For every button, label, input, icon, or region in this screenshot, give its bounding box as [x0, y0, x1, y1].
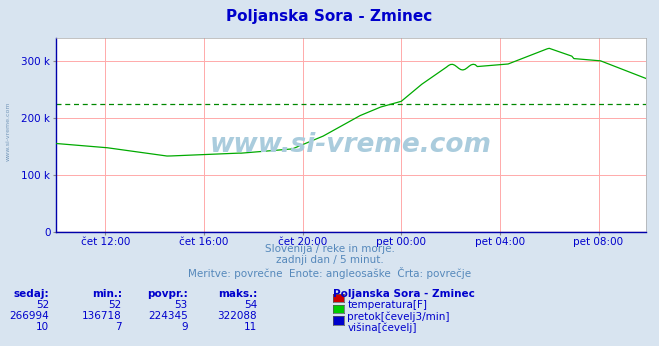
Text: www.si-vreme.com: www.si-vreme.com	[210, 131, 492, 158]
Text: maks.:: maks.:	[217, 289, 257, 299]
Text: sedaj:: sedaj:	[14, 289, 49, 299]
Text: 136718: 136718	[82, 311, 122, 321]
Text: 52: 52	[109, 300, 122, 310]
Text: 54: 54	[244, 300, 257, 310]
Text: Poljanska Sora - Zminec: Poljanska Sora - Zminec	[333, 289, 474, 299]
Text: temperatura[F]: temperatura[F]	[347, 300, 427, 310]
Text: pretok[čevelj3/min]: pretok[čevelj3/min]	[347, 311, 450, 322]
Text: 9: 9	[181, 322, 188, 333]
Text: 322088: 322088	[217, 311, 257, 321]
Text: višina[čevelj]: višina[čevelj]	[347, 322, 416, 333]
Text: min.:: min.:	[92, 289, 122, 299]
Text: Poljanska Sora - Zminec: Poljanska Sora - Zminec	[227, 9, 432, 24]
Text: 53: 53	[175, 300, 188, 310]
Text: Slovenija / reke in morje.: Slovenija / reke in morje.	[264, 244, 395, 254]
Text: zadnji dan / 5 minut.: zadnji dan / 5 minut.	[275, 255, 384, 265]
Text: 11: 11	[244, 322, 257, 333]
Text: 224345: 224345	[148, 311, 188, 321]
Text: 10: 10	[36, 322, 49, 333]
Text: Meritve: povrečne  Enote: angleosaške  Črta: povrečje: Meritve: povrečne Enote: angleosaške Črt…	[188, 267, 471, 279]
Text: 7: 7	[115, 322, 122, 333]
Text: 266994: 266994	[10, 311, 49, 321]
Text: povpr.:: povpr.:	[147, 289, 188, 299]
Text: 52: 52	[36, 300, 49, 310]
Text: www.si-vreme.com: www.si-vreme.com	[5, 102, 11, 161]
